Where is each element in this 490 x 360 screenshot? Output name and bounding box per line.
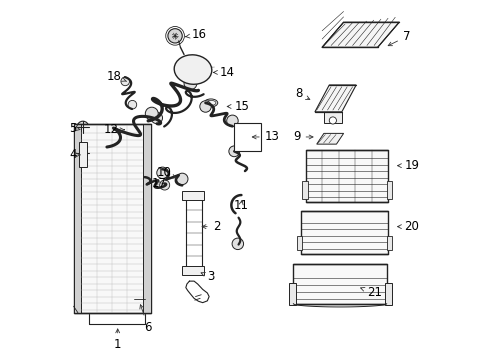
Circle shape <box>121 77 129 86</box>
Circle shape <box>329 117 337 124</box>
Text: 19: 19 <box>397 159 419 172</box>
Text: 7: 7 <box>388 30 410 46</box>
Bar <box>296 235 302 250</box>
Polygon shape <box>317 134 343 144</box>
Bar <box>387 235 392 250</box>
Circle shape <box>151 112 163 124</box>
Bar <box>74 125 81 313</box>
Circle shape <box>229 146 240 157</box>
Circle shape <box>76 147 89 159</box>
Bar <box>182 266 204 275</box>
Text: 2: 2 <box>202 220 220 233</box>
Text: 1: 1 <box>114 329 122 351</box>
Text: 10: 10 <box>157 166 177 179</box>
Bar <box>74 125 151 313</box>
Text: 13: 13 <box>252 130 280 144</box>
Text: 20: 20 <box>397 220 419 233</box>
Circle shape <box>182 62 196 77</box>
Bar <box>78 142 87 167</box>
Text: 4: 4 <box>69 148 80 161</box>
Ellipse shape <box>204 99 218 107</box>
Circle shape <box>77 121 89 133</box>
Text: 17: 17 <box>152 177 167 190</box>
Circle shape <box>157 167 168 179</box>
Circle shape <box>133 291 145 302</box>
Bar <box>289 283 296 305</box>
Text: 3: 3 <box>201 270 215 283</box>
Text: 21: 21 <box>361 287 382 300</box>
Circle shape <box>101 135 113 146</box>
Text: 5: 5 <box>69 122 80 135</box>
Circle shape <box>184 77 197 90</box>
Bar <box>182 191 204 200</box>
Bar <box>387 181 392 199</box>
Circle shape <box>160 180 170 190</box>
Bar <box>302 181 308 199</box>
Text: 8: 8 <box>295 87 310 100</box>
Polygon shape <box>315 85 356 112</box>
Circle shape <box>128 100 137 109</box>
Text: 6: 6 <box>140 305 152 333</box>
Bar <box>294 264 387 304</box>
Bar <box>186 194 202 273</box>
Bar <box>306 149 389 202</box>
Circle shape <box>232 238 244 249</box>
Circle shape <box>176 173 188 185</box>
Circle shape <box>200 101 211 112</box>
Circle shape <box>168 29 182 43</box>
Text: 18: 18 <box>106 69 126 82</box>
Text: 16: 16 <box>186 28 206 41</box>
Bar <box>300 211 389 253</box>
Text: 12: 12 <box>104 123 124 136</box>
Polygon shape <box>322 22 399 47</box>
Text: 9: 9 <box>293 130 313 144</box>
Polygon shape <box>324 112 342 123</box>
Bar <box>234 123 261 151</box>
Circle shape <box>227 115 238 127</box>
Text: 11: 11 <box>234 199 248 212</box>
Circle shape <box>140 175 149 185</box>
Ellipse shape <box>174 55 212 84</box>
Bar <box>385 283 392 305</box>
Circle shape <box>146 107 158 120</box>
Text: 15: 15 <box>227 100 249 113</box>
Text: 14: 14 <box>214 66 235 79</box>
Bar <box>143 125 151 313</box>
